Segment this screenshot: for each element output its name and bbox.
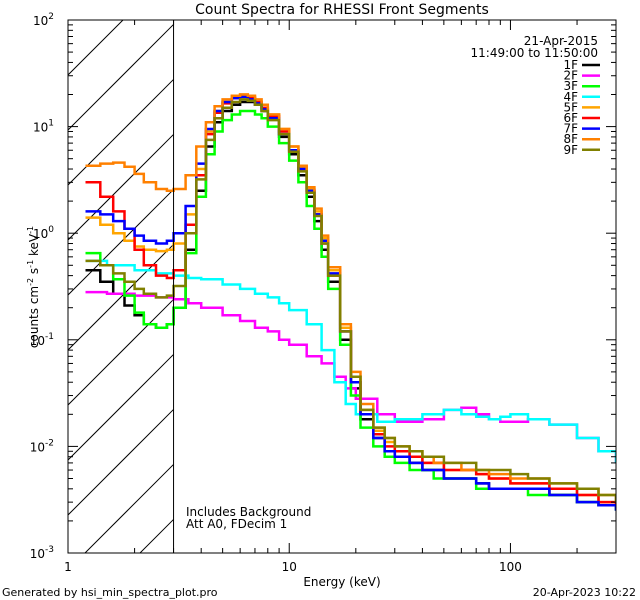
legend-label: 5F <box>563 100 578 114</box>
x-tick-label: 100 <box>499 560 522 574</box>
hatch-line <box>68 79 174 186</box>
hatch-line <box>68 244 174 351</box>
footer-generated-by: Generated by hsi_min_spectra_plot.pro <box>2 586 218 599</box>
hatch-line <box>68 24 174 131</box>
y-tick-label: 100 <box>33 225 54 241</box>
y-tick-label: 101 <box>33 119 54 135</box>
hatch-line <box>68 299 174 406</box>
footer-timestamp: 20-Apr-2023 10:22 <box>533 586 636 599</box>
y-tick-label: 10-3 <box>30 545 54 561</box>
legend-label: 3F <box>563 79 578 93</box>
hatch-line <box>84 464 174 553</box>
y-tick-label: 10-1 <box>30 332 54 348</box>
hatch-line <box>139 519 174 553</box>
date-annotation: 21-Apr-2015 <box>524 34 598 48</box>
legend-label: 2F <box>563 69 578 83</box>
hatch-line <box>68 134 174 241</box>
time-range-annotation: 11:49:00 to 11:50:00 <box>471 46 598 60</box>
legend-label: 7F <box>563 122 578 136</box>
legend-label: 1F <box>563 58 578 72</box>
background-note: Includes Background <box>186 505 311 519</box>
hatch-line <box>68 354 174 461</box>
chart-title: Count Spectra for RHESSI Front Segments <box>195 2 489 18</box>
series-line-2F <box>85 290 616 463</box>
series-layer <box>85 93 616 511</box>
hatch-line <box>68 189 174 296</box>
axis-ticks <box>67 19 617 554</box>
series-line-4F <box>85 259 616 463</box>
x-tick-label: 1 <box>64 560 72 574</box>
legend-label: 9F <box>563 143 578 157</box>
hatched-region <box>68 20 174 553</box>
legend-label: 8F <box>563 132 578 146</box>
y-tick-label: 102 <box>33 12 54 28</box>
x-tick-labels: 1 10 100 <box>64 560 522 574</box>
plot-frame <box>67 19 617 554</box>
series-line-9F <box>85 98 616 503</box>
y-tick-label: 10-2 <box>30 438 54 454</box>
y-tick-labels: 10-3 10-2 10-1 100 101 102 <box>30 12 55 561</box>
legend-label: 4F <box>563 90 578 104</box>
legend-label: 6F <box>563 111 578 125</box>
attenuator-note: Att A0, FDecim 1 <box>186 517 287 531</box>
y-axis-label: counts cm-2 s-1 keV-1 <box>26 226 41 348</box>
hatch-line <box>68 409 174 516</box>
x-tick-label: 10 <box>282 560 297 574</box>
x-axis-label: Energy (keV) <box>303 575 380 589</box>
hatch-line <box>68 20 124 76</box>
